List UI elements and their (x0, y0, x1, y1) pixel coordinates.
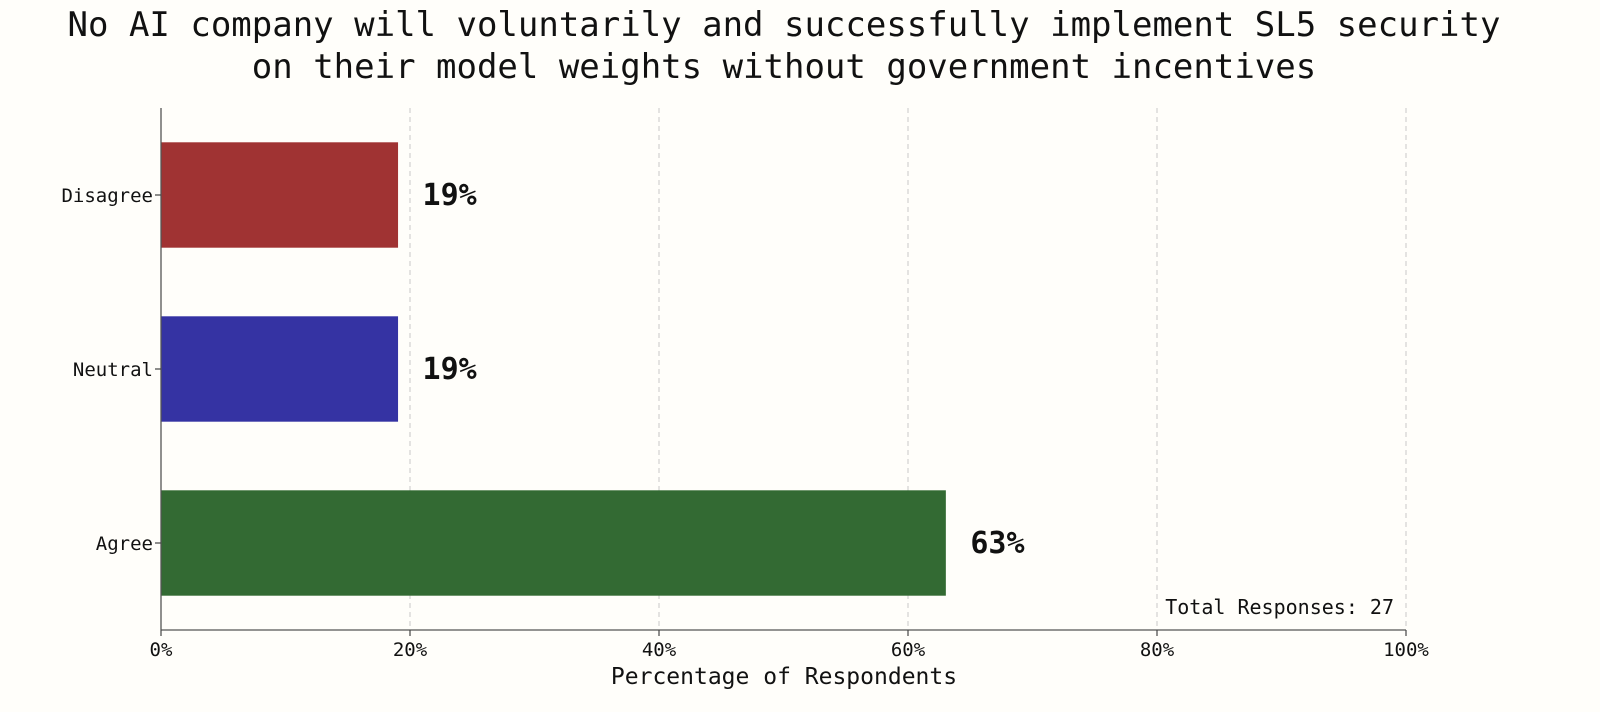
y-tick-label: Agree (96, 533, 153, 555)
y-tick-label: Neutral (73, 359, 153, 381)
value-label: 19% (423, 178, 477, 213)
x-tick-label: 40% (642, 639, 677, 661)
total-responses-note: Total Responses: 27 (1165, 595, 1394, 619)
bar-neutral (160, 316, 399, 422)
bar-disagree (160, 142, 399, 248)
tick-labels: 0% 20% 40% 60% 80% 100% Disagree Neutral Agree (61, 185, 1429, 661)
x-tick-label: 60% (891, 639, 926, 661)
x-axis-label: Percentage of Respondents (611, 664, 957, 690)
value-label: 19% (423, 352, 477, 387)
value-label: 63% (970, 526, 1024, 561)
bar-agree (160, 490, 946, 596)
bars: 19% 19% 63% (160, 142, 1025, 596)
x-tick-label: 20% (393, 639, 428, 661)
x-tick-label: 100% (1383, 639, 1429, 661)
chart-title-line-1: No AI company will voluntarily and succe… (68, 5, 1501, 45)
chart-title: No AI company will voluntarily and succe… (68, 5, 1501, 87)
x-tick-label: 80% (1140, 639, 1175, 661)
x-tick-label: 0% (150, 639, 173, 661)
y-tick-label: Disagree (61, 185, 153, 207)
chart-title-line-2: on their model weights without governmen… (252, 47, 1316, 87)
